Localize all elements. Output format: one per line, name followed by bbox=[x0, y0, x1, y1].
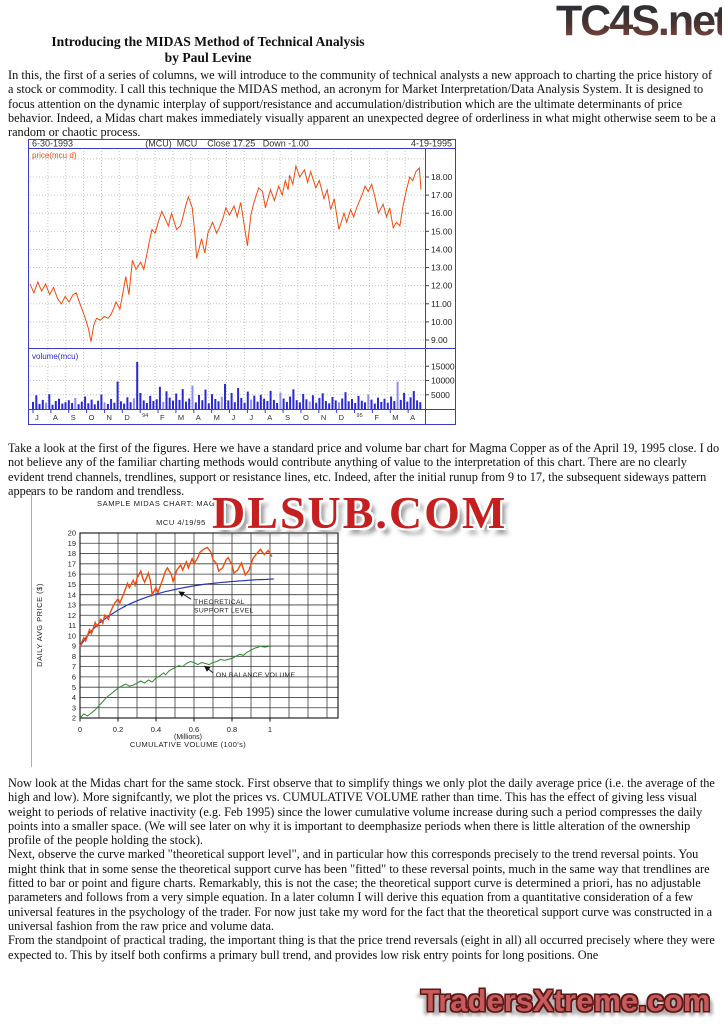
price-volume-chart: 6-30-1993 (MCU) MCU Close 17.25 Down -1.0… bbox=[28, 139, 456, 425]
svg-text:0.2: 0.2 bbox=[113, 725, 123, 734]
svg-text:A: A bbox=[267, 413, 272, 422]
svg-text:15.00: 15.00 bbox=[431, 226, 453, 236]
svg-text:10000: 10000 bbox=[431, 376, 455, 386]
dlsub-watermark: DLSUB.COM bbox=[212, 487, 508, 538]
paragraph-block-midas: Now look at the Midas chart for the same… bbox=[8, 776, 720, 962]
svg-text:16.00: 16.00 bbox=[431, 208, 453, 218]
svg-text:11: 11 bbox=[68, 621, 76, 630]
svg-text:18: 18 bbox=[68, 549, 76, 558]
svg-text:17.00: 17.00 bbox=[431, 190, 453, 200]
svg-text:20: 20 bbox=[68, 529, 76, 538]
svg-text:94: 94 bbox=[142, 413, 148, 419]
svg-text:11.00: 11.00 bbox=[431, 299, 452, 309]
svg-text:MCU 4/19/95: MCU 4/19/95 bbox=[156, 518, 206, 527]
svg-text:DAILY AVG PRICE ($): DAILY AVG PRICE ($) bbox=[35, 583, 44, 667]
paragraph-midas-3: From the standpoint of practical trading… bbox=[8, 933, 715, 962]
tradersxtreme-watermark: TradersXtreme.com bbox=[421, 983, 711, 1018]
svg-text:(Millions): (Millions) bbox=[174, 734, 202, 741]
svg-text:SUPPORT LEVEL: SUPPORT LEVEL bbox=[194, 607, 254, 614]
svg-text:13: 13 bbox=[68, 601, 76, 610]
svg-text:ON BALANCE VOLUME: ON BALANCE VOLUME bbox=[216, 672, 296, 679]
svg-text:10: 10 bbox=[68, 631, 76, 640]
svg-text:F: F bbox=[160, 413, 165, 422]
svg-text:6: 6 bbox=[72, 672, 76, 681]
svg-text:A: A bbox=[410, 413, 415, 422]
svg-text:7: 7 bbox=[72, 662, 76, 671]
svg-text:D: D bbox=[124, 413, 130, 422]
svg-text:10.00: 10.00 bbox=[431, 317, 453, 327]
svg-text:volume(mcu): volume(mcu) bbox=[32, 352, 79, 361]
svg-text:price(mcu d): price(mcu d) bbox=[32, 151, 77, 160]
svg-text:0.8: 0.8 bbox=[227, 725, 237, 734]
paragraph-intro: In this, the first of a series of column… bbox=[8, 68, 716, 140]
svg-text:13.00: 13.00 bbox=[431, 263, 453, 273]
svg-text:6-30-1993: 6-30-1993 bbox=[32, 139, 73, 149]
svg-text:O: O bbox=[303, 413, 309, 422]
paragraph-figure1: Take a look at the first of the figures.… bbox=[8, 441, 720, 498]
svg-text:M: M bbox=[214, 413, 220, 422]
svg-text:3: 3 bbox=[72, 703, 76, 712]
svg-text:5: 5 bbox=[72, 683, 76, 692]
svg-text:12.00: 12.00 bbox=[431, 281, 453, 291]
tc4s-logo: TC4S.net bbox=[556, 0, 724, 45]
svg-text:14.00: 14.00 bbox=[431, 244, 453, 254]
svg-text:9.00: 9.00 bbox=[431, 335, 448, 345]
svg-text:0: 0 bbox=[78, 725, 82, 734]
svg-text:CUMULATIVE VOLUME (100's): CUMULATIVE VOLUME (100's) bbox=[130, 740, 246, 749]
svg-text:M: M bbox=[392, 413, 398, 422]
svg-text:S: S bbox=[71, 413, 76, 422]
article-title-block: Introducing the MIDAS Method of Technica… bbox=[8, 34, 408, 66]
svg-text:SAMPLE MIDAS CHART: MAGMA: SAMPLE MIDAS CHART: MAGMA bbox=[97, 499, 228, 508]
svg-text:F: F bbox=[374, 413, 379, 422]
svg-text:15: 15 bbox=[68, 580, 76, 589]
svg-text:(MCU) MCU Close 17.25 Do: (MCU) MCU Close 17.25 Down -1.00 bbox=[145, 139, 309, 149]
svg-text:14: 14 bbox=[68, 590, 76, 599]
svg-text:15000: 15000 bbox=[431, 361, 455, 371]
svg-text:THEORETICAL: THEORETICAL bbox=[194, 599, 245, 606]
svg-text:A: A bbox=[53, 413, 58, 422]
svg-text:2: 2 bbox=[72, 714, 76, 723]
svg-text:J: J bbox=[35, 413, 39, 422]
paragraph-midas-2: Next, observe the curve marked "theoreti… bbox=[8, 847, 713, 933]
svg-text:S: S bbox=[285, 413, 290, 422]
figure-edge-line bbox=[31, 489, 32, 767]
svg-text:8: 8 bbox=[72, 652, 76, 661]
svg-text:19: 19 bbox=[68, 539, 76, 548]
svg-text:18.00: 18.00 bbox=[431, 172, 453, 182]
svg-text:12: 12 bbox=[68, 611, 76, 620]
svg-text:J: J bbox=[249, 413, 253, 422]
svg-text:4-19-1995: 4-19-1995 bbox=[411, 139, 452, 149]
svg-text:1: 1 bbox=[268, 725, 272, 734]
article-title: Introducing the MIDAS Method of Technica… bbox=[51, 34, 365, 49]
svg-text:J: J bbox=[232, 413, 236, 422]
svg-text:O: O bbox=[89, 413, 95, 422]
svg-text:17: 17 bbox=[68, 559, 76, 568]
svg-text:16: 16 bbox=[68, 570, 76, 579]
article-byline: by Paul Levine bbox=[164, 50, 252, 65]
svg-text:9: 9 bbox=[72, 642, 76, 651]
svg-text:0.4: 0.4 bbox=[151, 725, 161, 734]
svg-text:0.6: 0.6 bbox=[189, 725, 199, 734]
svg-text:4: 4 bbox=[72, 693, 76, 702]
svg-text:5000: 5000 bbox=[431, 390, 450, 400]
svg-text:95: 95 bbox=[357, 413, 363, 419]
svg-text:M: M bbox=[178, 413, 184, 422]
svg-text:N: N bbox=[321, 413, 326, 422]
paragraph-midas-1: Now look at the Midas chart for the same… bbox=[8, 776, 715, 848]
svg-text:D: D bbox=[339, 413, 345, 422]
svg-text:A: A bbox=[196, 413, 201, 422]
svg-text:N: N bbox=[106, 413, 111, 422]
